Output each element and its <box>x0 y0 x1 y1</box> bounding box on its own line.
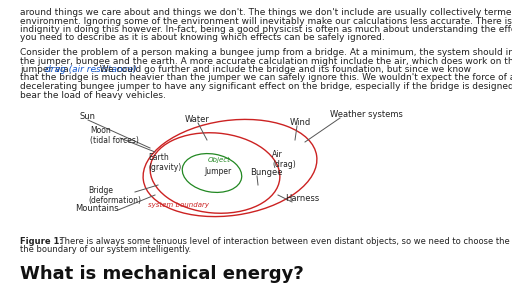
Text: Wind: Wind <box>290 118 311 127</box>
Text: that the bridge is much heavier than the jumper we can safely ignore this. We wo: that the bridge is much heavier than the… <box>20 73 512 82</box>
Text: Moon
(tidal forces): Moon (tidal forces) <box>90 126 139 145</box>
Text: What is mechanical energy?: What is mechanical energy? <box>20 265 304 283</box>
Text: Figure 1:: Figure 1: <box>20 237 63 246</box>
Text: decelerating bungee jumper to have any significant effect on the bridge, especia: decelerating bungee jumper to have any s… <box>20 82 512 91</box>
Text: Jumper: Jumper <box>204 167 231 176</box>
Text: . We could go further and include the bridge and its foundation, but since we kn: . We could go further and include the br… <box>94 65 471 74</box>
Text: There is always some tenuous level of interaction between even distant objects, : There is always some tenuous level of in… <box>57 237 512 246</box>
Text: system boundary: system boundary <box>148 202 209 208</box>
Text: Earth
(gravity): Earth (gravity) <box>148 153 181 173</box>
Text: Harness: Harness <box>285 194 319 203</box>
Text: drag (air resistance): drag (air resistance) <box>45 65 137 74</box>
Text: indignity in doing this however. In-fact, being a good physicist is often as muc: indignity in doing this however. In-fact… <box>20 25 512 34</box>
Text: environment. Ignoring some of the environment will inevitably make our calculati: environment. Ignoring some of the enviro… <box>20 16 512 26</box>
Text: Weather systems: Weather systems <box>330 110 403 119</box>
Text: the jumper, bungee and the earth. A more accurate calculation might include the : the jumper, bungee and the earth. A more… <box>20 56 512 65</box>
Text: Air
(drag): Air (drag) <box>272 150 296 169</box>
Text: Object: Object <box>208 157 231 163</box>
Text: Bungee: Bungee <box>250 168 283 177</box>
Text: bear the load of heavy vehicles.: bear the load of heavy vehicles. <box>20 90 166 99</box>
Text: you need to describe as it is about knowing which effects can be safely ignored.: you need to describe as it is about know… <box>20 33 385 43</box>
Text: Sun: Sun <box>80 112 96 121</box>
Text: Mountains: Mountains <box>75 204 119 213</box>
Text: Bridge
(deformation): Bridge (deformation) <box>88 186 141 205</box>
Text: jumper via: jumper via <box>20 65 72 74</box>
Text: Water: Water <box>185 115 210 124</box>
Text: around things we care about and things we don't. The things we don't include are: around things we care about and things w… <box>20 8 512 17</box>
Text: the boundary of our system intelligently.: the boundary of our system intelligently… <box>20 245 191 255</box>
Text: Consider the problem of a person making a bungee jump from a bridge. At a minimu: Consider the problem of a person making … <box>20 48 512 57</box>
